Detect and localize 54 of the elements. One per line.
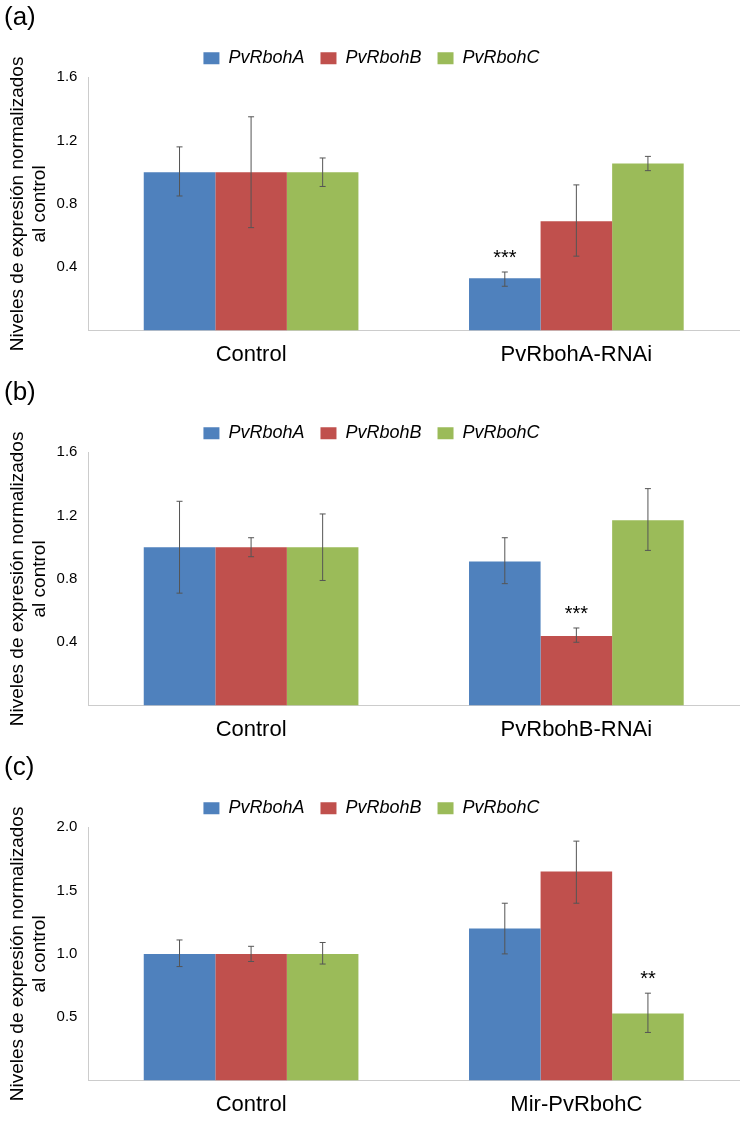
y-axis-title: Niveles de expresión normalizados al control [5, 431, 50, 727]
bar [469, 928, 541, 1081]
y-tick-label: 1.2 [56, 505, 78, 523]
bar [286, 172, 359, 331]
x-tick-label: Control [215, 340, 287, 366]
legend-label: PvRbohA [228, 797, 305, 818]
y-tick-label: 0.4 [56, 632, 78, 650]
legend-label: PvRbohB [345, 422, 422, 443]
x-tick-label: PvRbohB-RNAi [500, 715, 653, 741]
chart-title: (b) [4, 375, 36, 406]
bar [469, 278, 541, 331]
bar [143, 953, 216, 1081]
bar [612, 1013, 684, 1081]
y-axis-title: Niveles de expresión normalizados al control [5, 806, 50, 1102]
legend-label: PvRbohB [345, 47, 422, 68]
y-tick-label: 1.0 [56, 944, 78, 962]
legend-label: PvRbohB [345, 797, 422, 818]
chart-title: (c) [4, 750, 35, 781]
x-tick-label: PvRbohA-RNAi [500, 340, 653, 366]
y-tick-label: 1.6 [56, 442, 78, 460]
bar [540, 871, 613, 1081]
bar [286, 953, 359, 1081]
y-axis-title: Niveles de expresión normalizados al control [5, 56, 50, 352]
bar [215, 172, 287, 331]
y-tick-label: 1.6 [56, 67, 78, 85]
x-tick-label: Control [215, 715, 287, 741]
bar [540, 221, 613, 331]
annotation: *** [493, 245, 517, 268]
legend-label: PvRbohC [462, 797, 541, 818]
y-tick-label: 0.8 [56, 569, 78, 587]
annotation: ** [640, 966, 656, 989]
chart-title: (a) [4, 0, 36, 31]
bar [540, 635, 613, 706]
y-tick-label: 0.4 [56, 257, 78, 275]
y-tick-label: 0.5 [56, 1007, 78, 1025]
y-tick-label: 0.8 [56, 194, 78, 212]
bar [469, 561, 541, 706]
bar [215, 953, 287, 1081]
y-tick-label: 1.5 [56, 880, 78, 898]
bar [612, 520, 684, 706]
bar [286, 547, 359, 706]
bar [143, 172, 216, 331]
y-tick-label: 2.0 [56, 817, 78, 835]
bar [612, 163, 684, 331]
legend-label: PvRbohC [462, 47, 541, 68]
bar [215, 547, 287, 706]
bar [143, 547, 216, 706]
annotation: *** [564, 601, 589, 624]
legend-label: PvRbohC [462, 422, 541, 443]
legend-label: PvRbohA [228, 422, 305, 443]
x-tick-label: Control [215, 1090, 287, 1116]
x-tick-label: Mir-PvRbohC [510, 1090, 643, 1116]
y-tick-label: 1.2 [56, 130, 78, 148]
legend-label: PvRbohA [228, 47, 305, 68]
